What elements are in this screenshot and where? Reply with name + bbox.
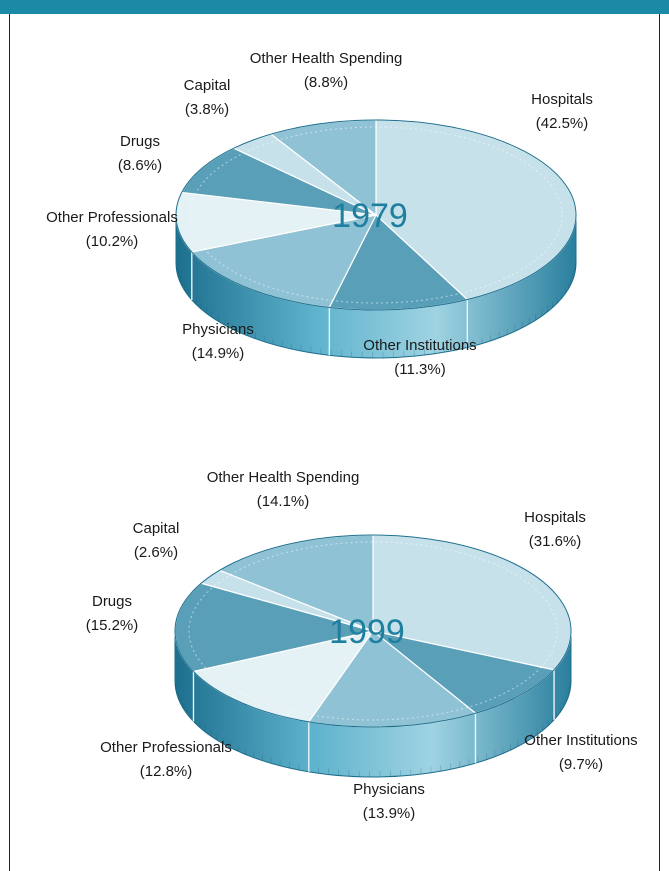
slice-label-capital: Capital (3.8%) bbox=[184, 77, 231, 118]
pie-chart-1999: 1999 Hospitals (31.6%) Other Institutions (9… bbox=[86, 469, 638, 822]
slice-label-hospitals: Hospitals (31.6%) bbox=[524, 509, 586, 550]
slice-label-value: (15.2%) bbox=[86, 617, 139, 634]
slice-label-physicians: Physicians (13.9%) bbox=[353, 781, 425, 822]
slice-label-other-professionals: Other Professionals (12.8%) bbox=[100, 739, 232, 780]
slice-label-other-professionals: Other Professionals (10.2%) bbox=[46, 209, 178, 250]
chart-title: 1979 bbox=[332, 197, 408, 235]
slice-label-hospitals: Hospitals (42.5%) bbox=[531, 91, 593, 132]
slice-label-name: Hospitals bbox=[531, 91, 593, 108]
slice-label-value: (11.3%) bbox=[394, 361, 445, 378]
slice-label-name: Drugs bbox=[120, 133, 160, 150]
page-frame bbox=[9, 14, 660, 871]
slice-label-capital: Capital (2.6%) bbox=[133, 520, 180, 561]
slice-label-value: (8.6%) bbox=[118, 157, 162, 174]
slice-label-name: Other Professionals bbox=[100, 739, 232, 756]
slice-label-other-health-spending: Other Health Spending (8.8%) bbox=[250, 50, 403, 91]
slice-label-other-institutions: Other Institutions (9.7%) bbox=[524, 732, 637, 773]
slice-label-other-institutions: Other Institutions (11.3%) bbox=[363, 337, 476, 378]
slice-label-name: Other Institutions bbox=[363, 337, 476, 354]
slice-label-value: (3.8%) bbox=[185, 101, 229, 118]
slice-label-name: Other Health Spending bbox=[207, 469, 360, 486]
pie-top-face bbox=[174, 534, 572, 728]
slice-label-name: Hospitals bbox=[524, 509, 586, 526]
slice-label-drugs: Drugs (8.6%) bbox=[118, 133, 162, 174]
slice-label-value: (8.8%) bbox=[304, 74, 348, 91]
slice-label-value: (14.1%) bbox=[257, 493, 310, 510]
slice-label-value: (14.9%) bbox=[192, 345, 245, 362]
slice-label-drugs: Drugs (15.2%) bbox=[86, 593, 139, 634]
slice-label-name: Other Professionals bbox=[46, 209, 178, 226]
coin-rim-ridges bbox=[176, 258, 577, 358]
slice-label-name: Other Institutions bbox=[524, 732, 637, 749]
slice-label-other-health-spending: Other Health Spending (14.1%) bbox=[207, 469, 360, 510]
slice-label-value: (9.7%) bbox=[559, 756, 603, 773]
pie-top-face bbox=[175, 119, 577, 311]
slice-label-name: Other Health Spending bbox=[250, 50, 403, 67]
header-band bbox=[0, 0, 669, 14]
pie-chart-1979: 1979 Hospitals (42.5%) Other Institutions (1… bbox=[46, 50, 593, 378]
slice-label-value: (42.5%) bbox=[536, 115, 589, 132]
coin-rim-ridges bbox=[175, 676, 572, 777]
coin-outline bbox=[174, 534, 572, 728]
slice-label-name: Physicians bbox=[353, 781, 425, 798]
slice-label-value: (2.6%) bbox=[134, 544, 178, 561]
coin-inner-ring bbox=[189, 126, 563, 304]
coin-outline bbox=[175, 119, 577, 311]
slice-label-name: Physicians bbox=[182, 321, 254, 338]
slice-label-value: (31.6%) bbox=[529, 533, 582, 550]
slice-label-value: (12.8%) bbox=[140, 763, 193, 780]
slice-label-physicians: Physicians (14.9%) bbox=[182, 321, 254, 362]
slice-label-value: (10.2%) bbox=[86, 233, 139, 250]
slice-label-name: Drugs bbox=[92, 593, 132, 610]
slice-label-value: (13.9%) bbox=[363, 805, 416, 822]
slice-label-name: Capital bbox=[184, 77, 231, 94]
slice-label-name: Capital bbox=[133, 520, 180, 537]
chart-title: 1999 bbox=[329, 613, 405, 651]
coin-inner-ring bbox=[188, 541, 558, 721]
